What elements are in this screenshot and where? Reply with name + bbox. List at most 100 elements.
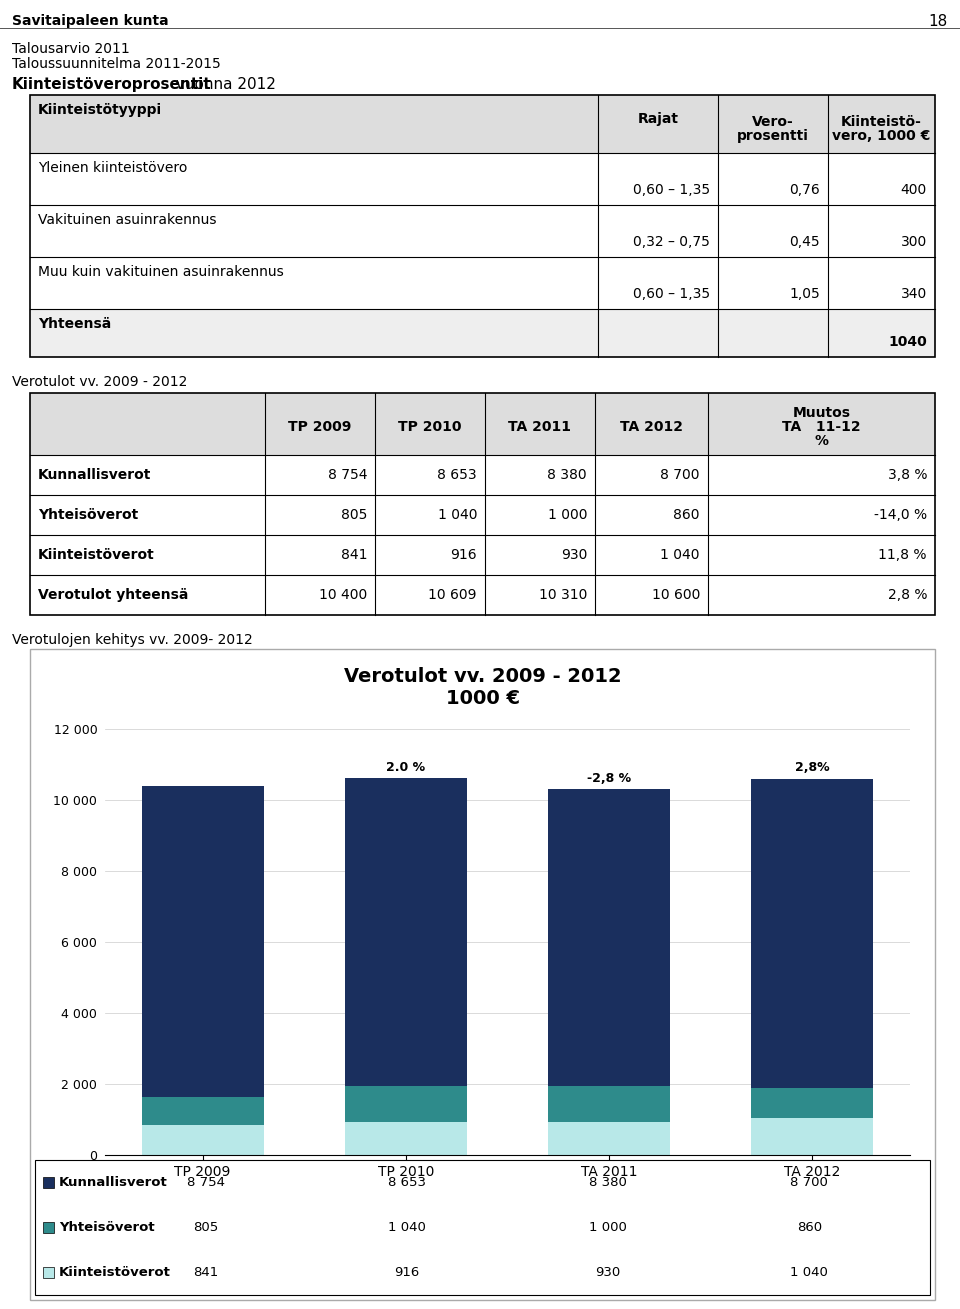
Text: -14,0 %: -14,0 % (874, 508, 927, 522)
Text: TA 2012: TA 2012 (620, 420, 683, 435)
Text: 18: 18 (928, 14, 948, 29)
Text: Kiinteistöveroprosentit: Kiinteistöveroprosentit (12, 77, 211, 92)
Text: 340: 340 (900, 287, 927, 301)
Text: 8 754: 8 754 (327, 469, 367, 482)
Bar (43, 1177, 54, 1189)
Text: Verotulot vv. 2009 - 2012: Verotulot vv. 2009 - 2012 (344, 668, 621, 686)
Text: Vakituinen asuinrakennus: Vakituinen asuinrakennus (38, 213, 217, 226)
Text: Kunnallisverot: Kunnallisverot (38, 469, 152, 482)
Text: 0,60 – 1,35: 0,60 – 1,35 (633, 183, 710, 196)
Bar (345, 1123, 467, 1155)
Text: 805: 805 (193, 1221, 218, 1234)
Text: 1 000: 1 000 (547, 508, 587, 522)
Bar (141, 1097, 264, 1126)
Text: Verotulot yhteensä: Verotulot yhteensä (38, 588, 188, 602)
Text: 1000 €: 1000 € (445, 689, 519, 708)
Text: Yhteensä: Yhteensä (38, 317, 111, 331)
Text: prosentti: prosentti (737, 130, 809, 143)
Text: 2,8 %: 2,8 % (887, 588, 927, 602)
Text: 10 400: 10 400 (319, 588, 367, 602)
Text: 400: 400 (900, 183, 927, 196)
Text: Talousarvio 2011: Talousarvio 2011 (12, 42, 130, 56)
Text: 1 040: 1 040 (660, 548, 700, 562)
Text: TA 2011: TA 2011 (509, 420, 571, 435)
Text: 930: 930 (561, 548, 587, 562)
Text: 841: 841 (193, 1266, 218, 1279)
Bar (141, 1126, 264, 1155)
Text: vuonna 2012: vuonna 2012 (171, 77, 276, 92)
Text: Taloussuunnitelma 2011-2015: Taloussuunnitelma 2011-2015 (12, 58, 221, 71)
Text: Verotulojen kehitys vv. 2009- 2012: Verotulojen kehitys vv. 2009- 2012 (12, 634, 252, 647)
Text: Rajat: Rajat (637, 113, 679, 126)
Text: 8 754: 8 754 (186, 1175, 225, 1189)
Text: vero, 1000 €: vero, 1000 € (832, 130, 930, 143)
Text: 930: 930 (595, 1266, 621, 1279)
Bar (345, 779, 467, 1085)
Text: Yleinen kiinteistövero: Yleinen kiinteistövero (38, 161, 187, 175)
Text: 2.0 %: 2.0 % (386, 761, 425, 774)
Text: Kiinteistöverot: Kiinteistöverot (38, 548, 155, 562)
Text: 1 040: 1 040 (438, 508, 477, 522)
Bar (30, 96, 935, 153)
Text: 8 653: 8 653 (438, 469, 477, 482)
Text: 8 700: 8 700 (790, 1175, 828, 1189)
Text: TP 2010: TP 2010 (398, 420, 462, 435)
Text: Kiinteistötyyppi: Kiinteistötyyppi (38, 103, 162, 117)
Text: 805: 805 (341, 508, 367, 522)
Text: 0,76: 0,76 (789, 183, 820, 196)
Bar (752, 1118, 874, 1155)
Text: 8 380: 8 380 (589, 1175, 627, 1189)
Text: Kunnallisverot: Kunnallisverot (59, 1175, 168, 1189)
Bar (30, 96, 935, 357)
Bar (345, 1085, 467, 1123)
Text: Savitaipaleen kunta: Savitaipaleen kunta (12, 14, 169, 27)
Bar (43, 1267, 54, 1278)
Text: Kiinteistöverot: Kiinteistöverot (59, 1266, 171, 1279)
Text: Verotulot vv. 2009 - 2012: Verotulot vv. 2009 - 2012 (12, 374, 187, 389)
Text: 8 653: 8 653 (388, 1175, 426, 1189)
Bar (30, 649, 935, 1300)
Text: 860: 860 (674, 508, 700, 522)
Bar (548, 789, 670, 1086)
Bar (548, 1122, 670, 1155)
Text: 300: 300 (900, 236, 927, 249)
Bar (752, 1088, 874, 1118)
Text: Yhteisöverot: Yhteisöverot (59, 1221, 155, 1234)
Bar (752, 779, 874, 1088)
Text: 8 700: 8 700 (660, 469, 700, 482)
Text: 916: 916 (395, 1266, 420, 1279)
Text: -2,8 %: -2,8 % (588, 772, 632, 784)
Bar (43, 1223, 54, 1233)
Text: Kiinteistö-: Kiinteistö- (841, 115, 922, 130)
Text: 860: 860 (797, 1221, 822, 1234)
Text: 1 040: 1 040 (388, 1221, 426, 1234)
Text: 916: 916 (450, 548, 477, 562)
Text: Muu kuin vakituinen asuinrakennus: Muu kuin vakituinen asuinrakennus (38, 264, 284, 279)
Text: 2,8%: 2,8% (795, 762, 829, 775)
Text: 1,05: 1,05 (789, 287, 820, 301)
Text: 841: 841 (341, 548, 367, 562)
Text: 1 040: 1 040 (790, 1266, 828, 1279)
Text: 10 600: 10 600 (652, 588, 700, 602)
Text: 1 000: 1 000 (589, 1221, 627, 1234)
Text: Muutos: Muutos (793, 406, 851, 420)
Bar (141, 785, 264, 1097)
Text: TP 2009: TP 2009 (288, 420, 351, 435)
Text: 0,60 – 1,35: 0,60 – 1,35 (633, 287, 710, 301)
Text: 10 609: 10 609 (428, 588, 477, 602)
Text: 0,32 – 0,75: 0,32 – 0,75 (634, 236, 710, 249)
Text: 10 310: 10 310 (539, 588, 587, 602)
Text: Vero-: Vero- (752, 115, 794, 130)
Bar (35, 1160, 930, 1295)
Text: Yhteisöverot: Yhteisöverot (38, 508, 138, 522)
Text: 8 380: 8 380 (547, 469, 587, 482)
Text: TA   11-12: TA 11-12 (782, 420, 861, 435)
Text: 0,45: 0,45 (789, 236, 820, 249)
Text: %: % (814, 435, 828, 448)
Bar (30, 393, 935, 615)
Text: 11,8 %: 11,8 % (878, 548, 927, 562)
Text: 3,8 %: 3,8 % (887, 469, 927, 482)
Text: 1040: 1040 (888, 335, 927, 350)
Bar (30, 393, 935, 456)
Bar (548, 1086, 670, 1122)
